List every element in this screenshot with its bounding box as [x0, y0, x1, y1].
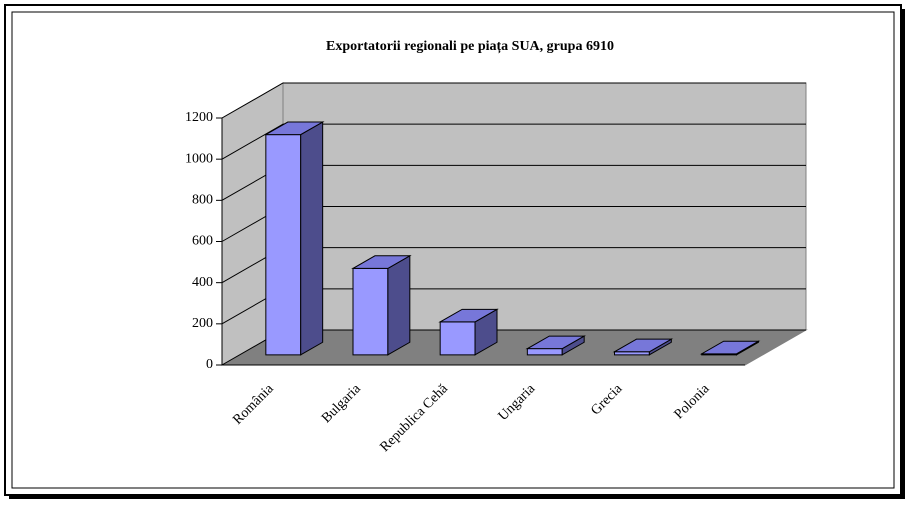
- bar: [351, 254, 412, 356]
- y-tick-label: 0: [206, 357, 213, 372]
- bar: [263, 121, 325, 356]
- bar: [438, 308, 499, 356]
- y-tick-label: 1000: [185, 151, 213, 166]
- bar-top: [263, 121, 325, 136]
- y-tick-label: 1200: [185, 110, 213, 125]
- bar: [612, 338, 674, 356]
- bar-front: [526, 348, 563, 356]
- y-tick-label: 200: [192, 316, 213, 331]
- bar-top: [699, 340, 761, 355]
- bar: [525, 335, 587, 356]
- chart-title: Exportatorii regionali pe piața SUA, gru…: [326, 39, 614, 54]
- bar-top: [438, 308, 499, 323]
- bar-side: [387, 254, 411, 356]
- y-tick-label: 800: [192, 193, 213, 208]
- bar-top: [351, 255, 412, 269]
- bar-front: [439, 321, 476, 356]
- bar-top: [612, 338, 674, 353]
- y-tick-label: 400: [192, 275, 213, 290]
- bar-top: [525, 335, 587, 350]
- grid-line: [221, 123, 806, 160]
- bar-front: [352, 267, 389, 356]
- grid-line: [221, 82, 806, 119]
- bar-front: [265, 134, 302, 356]
- y-tick-label: 600: [192, 234, 213, 249]
- bar-side: [300, 121, 324, 356]
- bar: [699, 340, 761, 356]
